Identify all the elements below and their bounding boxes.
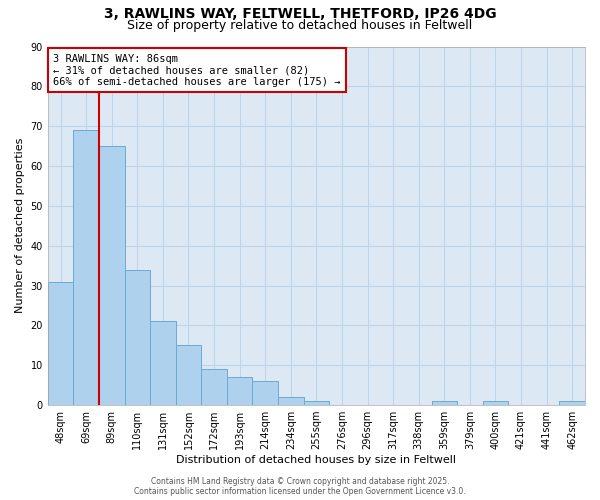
Bar (482, 401, 508, 405)
X-axis label: Distribution of detached houses by size in Feltwell: Distribution of detached houses by size … (176, 455, 457, 465)
Y-axis label: Number of detached properties: Number of detached properties (15, 138, 25, 314)
Text: 3, RAWLINS WAY, FELTWELL, THETFORD, IP26 4DG: 3, RAWLINS WAY, FELTWELL, THETFORD, IP26… (104, 8, 496, 22)
Bar (278, 397, 304, 405)
Bar (431, 401, 457, 405)
Bar (48, 282, 73, 405)
Bar (99, 146, 125, 405)
Text: Contains HM Land Registry data © Crown copyright and database right 2025.
Contai: Contains HM Land Registry data © Crown c… (134, 476, 466, 496)
Bar (253, 381, 278, 405)
Bar (73, 130, 99, 405)
Text: Size of property relative to detached houses in Feltwell: Size of property relative to detached ho… (127, 18, 473, 32)
Bar (150, 322, 176, 405)
Bar (304, 401, 329, 405)
Bar (227, 377, 253, 405)
Bar (559, 401, 585, 405)
Bar (176, 346, 201, 405)
Bar (125, 270, 150, 405)
Bar (201, 369, 227, 405)
Text: 3 RAWLINS WAY: 86sqm
← 31% of detached houses are smaller (82)
66% of semi-detac: 3 RAWLINS WAY: 86sqm ← 31% of detached h… (53, 54, 341, 87)
